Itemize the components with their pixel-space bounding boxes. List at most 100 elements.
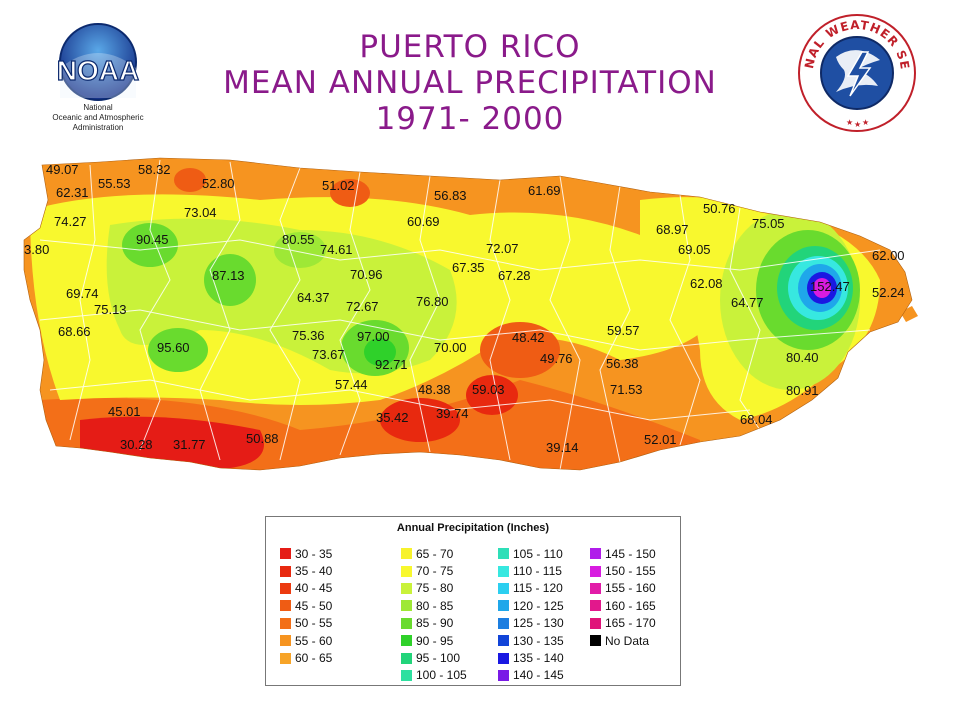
legend-swatch: [590, 635, 601, 647]
legend-label: 155 - 160: [605, 581, 656, 596]
station-label: 68.04: [740, 412, 773, 427]
station-label: 60.69: [407, 214, 440, 229]
legend-label: 150 - 155: [605, 564, 656, 579]
station-label: 51.02: [322, 178, 355, 193]
station-label: 80.91: [786, 383, 819, 398]
legend-swatch: [280, 582, 291, 594]
station-label: 55.53: [98, 176, 131, 191]
legend-label: 115 - 120: [513, 581, 563, 596]
precipitation-contours: [24, 158, 912, 470]
legend-swatch: [498, 548, 509, 560]
station-label: 56.38: [606, 356, 639, 371]
station-label: 45.01: [108, 404, 141, 419]
station-label: 58.32: [138, 162, 171, 177]
legend-label: No Data: [605, 633, 650, 648]
station-label: 68.97: [656, 222, 689, 237]
precipitation-legend: Annual Precipitation (Inches) 30 - 35 35 …: [265, 516, 681, 686]
legend-label: 50 - 55: [295, 616, 333, 631]
legend-swatch: [280, 635, 291, 647]
station-label: 74.27: [54, 214, 87, 229]
svg-text:★: ★: [846, 118, 853, 127]
station-label: 39.14: [546, 440, 579, 455]
legend-swatch: [401, 635, 412, 647]
legend-swatch: [280, 565, 291, 577]
legend-label: 45 - 50: [295, 598, 333, 613]
station-label: 76.80: [416, 294, 449, 309]
legend-swatch: [590, 548, 601, 560]
station-label: 69.74: [66, 286, 99, 301]
legend-label: 40 - 45: [295, 581, 333, 596]
legend-label: 100 - 105: [416, 668, 467, 683]
legend-label: 55 - 60: [295, 633, 333, 648]
legend-column: 105 - 110 110 - 115 115 - 120 120 - 125 125 …: [498, 545, 564, 684]
station-label: 73.67: [312, 347, 345, 362]
svg-text:★: ★: [854, 120, 861, 129]
station-label: 52.24: [872, 285, 905, 300]
station-label: 31.77: [173, 437, 206, 452]
legend-swatch: [498, 652, 509, 664]
legend-swatch: [590, 600, 601, 612]
station-label: 64.77: [731, 295, 764, 310]
title-line-2: MEAN ANNUAL PRECIPITATION: [223, 65, 717, 101]
legend-label: 160 - 165: [605, 598, 656, 613]
station-label: 52.80: [202, 176, 235, 191]
station-label: 35.42: [376, 410, 409, 425]
legend-swatch: [280, 600, 291, 612]
station-label: 71.53: [610, 382, 643, 397]
legend-item: 35 - 40: [280, 562, 332, 579]
station-label: 50.88: [246, 431, 279, 446]
station-label: 50.76: [703, 201, 736, 216]
noaa-subtitle-3: Administration: [73, 123, 124, 132]
legend-label: 35 - 40: [295, 564, 333, 579]
legend-label: 135 - 140: [513, 651, 564, 666]
station-label: 68.66: [58, 324, 91, 339]
legend-title: Annual Precipitation (Inches): [396, 522, 550, 534]
legend-swatch: [401, 582, 412, 594]
station-label: 61.69: [528, 183, 561, 198]
legend-item: 70 - 75: [401, 562, 467, 579]
legend-label: 75 - 80: [416, 581, 454, 596]
station-label: 95.60: [157, 340, 190, 355]
noaa-subtitle-1: National: [83, 103, 113, 112]
legend-swatch: [498, 565, 509, 577]
legend-label: 70 - 75: [416, 564, 454, 579]
legend-item: 115 - 120: [498, 580, 564, 597]
station-label: 30.28: [120, 437, 153, 452]
title-line-1: PUERTO RICO: [359, 29, 581, 65]
legend-item: 55 - 60: [280, 632, 332, 649]
legend-label: 145 - 150: [605, 546, 656, 561]
legend-label: 30 - 35: [295, 546, 333, 561]
legend-item: 135 - 140: [498, 649, 564, 666]
legend-label: 105 - 110: [513, 546, 563, 561]
legend-label: 60 - 65: [295, 651, 333, 666]
legend-swatch: [498, 635, 509, 647]
legend-item: 110 - 115: [498, 562, 564, 579]
svg-text:★: ★: [862, 118, 869, 127]
legend-swatch: [280, 617, 291, 629]
legend-item: 80 - 85: [401, 597, 467, 614]
title-line-3: 1971- 2000: [375, 101, 565, 137]
legend-item: 120 - 125: [498, 597, 564, 614]
legend-item: 125 - 130: [498, 615, 564, 632]
station-label: 64.37: [297, 290, 330, 305]
station-label: 62.31: [56, 185, 89, 200]
station-label: 72.67: [346, 299, 379, 314]
legend-swatch: [280, 652, 291, 664]
legend-swatch: [401, 548, 412, 560]
station-label: 80.40: [786, 350, 819, 365]
legend-swatch: [401, 600, 412, 612]
station-label: 48.42: [512, 330, 545, 345]
legend-item: 100 - 105: [401, 667, 467, 684]
station-label: 67.28: [498, 268, 531, 283]
legend-swatch: [401, 565, 412, 577]
station-label: 48.38: [418, 382, 451, 397]
station-label: 70.96: [350, 267, 383, 282]
legend-swatch: [498, 600, 509, 612]
nws-logo: NATIONAL WEATHER SERVICE ★ ★ ★: [796, 12, 916, 132]
legend-item: 160 - 165: [590, 597, 656, 614]
legend-swatch: [590, 617, 601, 629]
station-label: 87.13: [212, 268, 245, 283]
legend-column: 145 - 150 150 - 155 155 - 160 160 - 165 165 …: [590, 545, 656, 649]
legend-label: 125 - 130: [513, 616, 564, 631]
legend-label: 130 - 135: [513, 633, 564, 648]
